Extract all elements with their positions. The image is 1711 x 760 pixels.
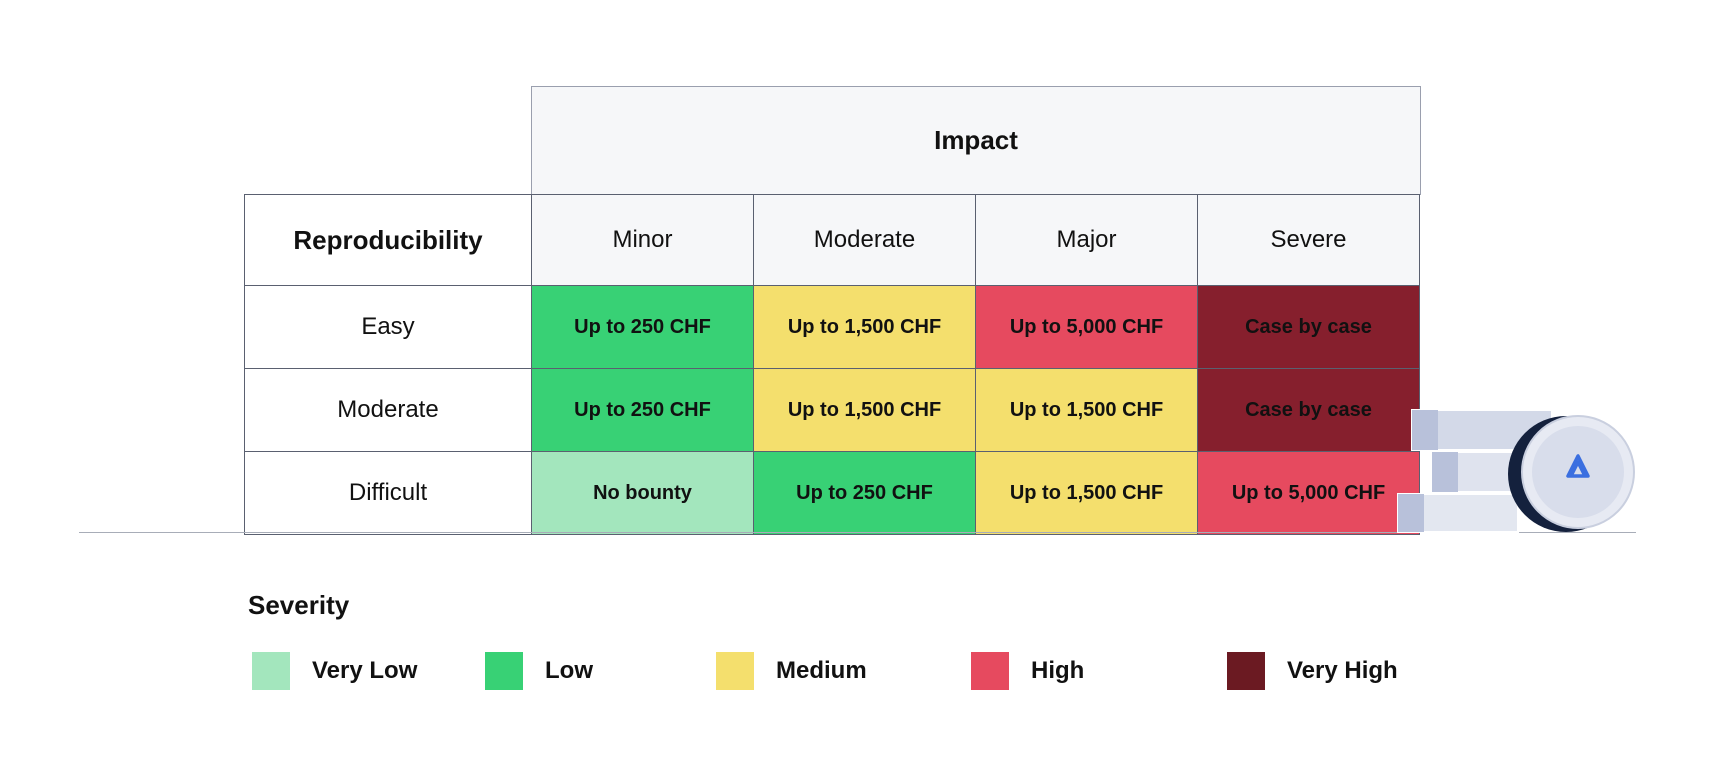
- row-label-moderate: Moderate: [244, 368, 532, 452]
- bounty-cell: Up to 5,000 CHF: [975, 285, 1198, 369]
- legend-item-low: Low: [485, 652, 593, 690]
- col-header-moderate: Moderate: [753, 194, 976, 286]
- legend-swatch: [485, 652, 523, 690]
- legend-label: Very Low: [312, 657, 418, 684]
- legend-label: Very High: [1287, 657, 1398, 684]
- legend-swatch: [971, 652, 1009, 690]
- bounty-cell: Up to 1,500 CHF: [975, 451, 1198, 535]
- bounty-matrix: Reproducibility Minor Moderate Major Sev…: [244, 194, 1420, 535]
- legend-item-very-high: Very High: [1227, 652, 1398, 690]
- legend-label: Low: [545, 657, 593, 684]
- col-header-major: Major: [975, 194, 1198, 286]
- row-label-difficult: Difficult: [244, 451, 532, 535]
- bounty-cell: Up to 250 CHF: [531, 285, 754, 369]
- bounty-cell: Up to 1,500 CHF: [975, 368, 1198, 452]
- bounty-cell: Up to 250 CHF: [531, 368, 754, 452]
- table-row: Easy Up to 250 CHF Up to 1,500 CHF Up to…: [244, 285, 1420, 369]
- legend-swatch: [1227, 652, 1265, 690]
- col-header-minor: Minor: [531, 194, 754, 286]
- header-row: Reproducibility Minor Moderate Major Sev…: [244, 194, 1420, 286]
- legend-label: Medium: [776, 657, 867, 684]
- legend-label: High: [1031, 657, 1085, 684]
- divider: [79, 532, 1636, 533]
- coin-stack-icon: [1397, 409, 1635, 533]
- table-row: Difficult No bounty Up to 250 CHF Up to …: [244, 451, 1420, 535]
- bounty-cell: No bounty: [531, 451, 754, 535]
- legend-item-medium: Medium: [716, 652, 867, 690]
- table-row: Moderate Up to 250 CHF Up to 1,500 CHF U…: [244, 368, 1420, 452]
- col-header-severe: Severe: [1197, 194, 1420, 286]
- bounty-cell: Up to 1,500 CHF: [753, 285, 976, 369]
- bounty-cell: Up to 250 CHF: [753, 451, 976, 535]
- impact-title: Impact: [934, 125, 1018, 155]
- legend-item-high: High: [971, 652, 1084, 690]
- legend-swatch: [252, 652, 290, 690]
- legend-swatch: [716, 652, 754, 690]
- bounty-cell: Case by case: [1197, 368, 1420, 452]
- bounty-cell: Up to 5,000 CHF: [1197, 451, 1420, 535]
- bounty-cell: Case by case: [1197, 285, 1420, 369]
- bounty-cell: Up to 1,500 CHF: [753, 368, 976, 452]
- legend-item-very-low: Very Low: [252, 652, 417, 690]
- impact-header: Impact: [531, 86, 1421, 195]
- row-label-easy: Easy: [244, 285, 532, 369]
- drop-logo-icon: [1566, 454, 1590, 478]
- legend-title: Severity: [248, 590, 350, 620]
- reproducibility-header: Reproducibility: [244, 194, 532, 286]
